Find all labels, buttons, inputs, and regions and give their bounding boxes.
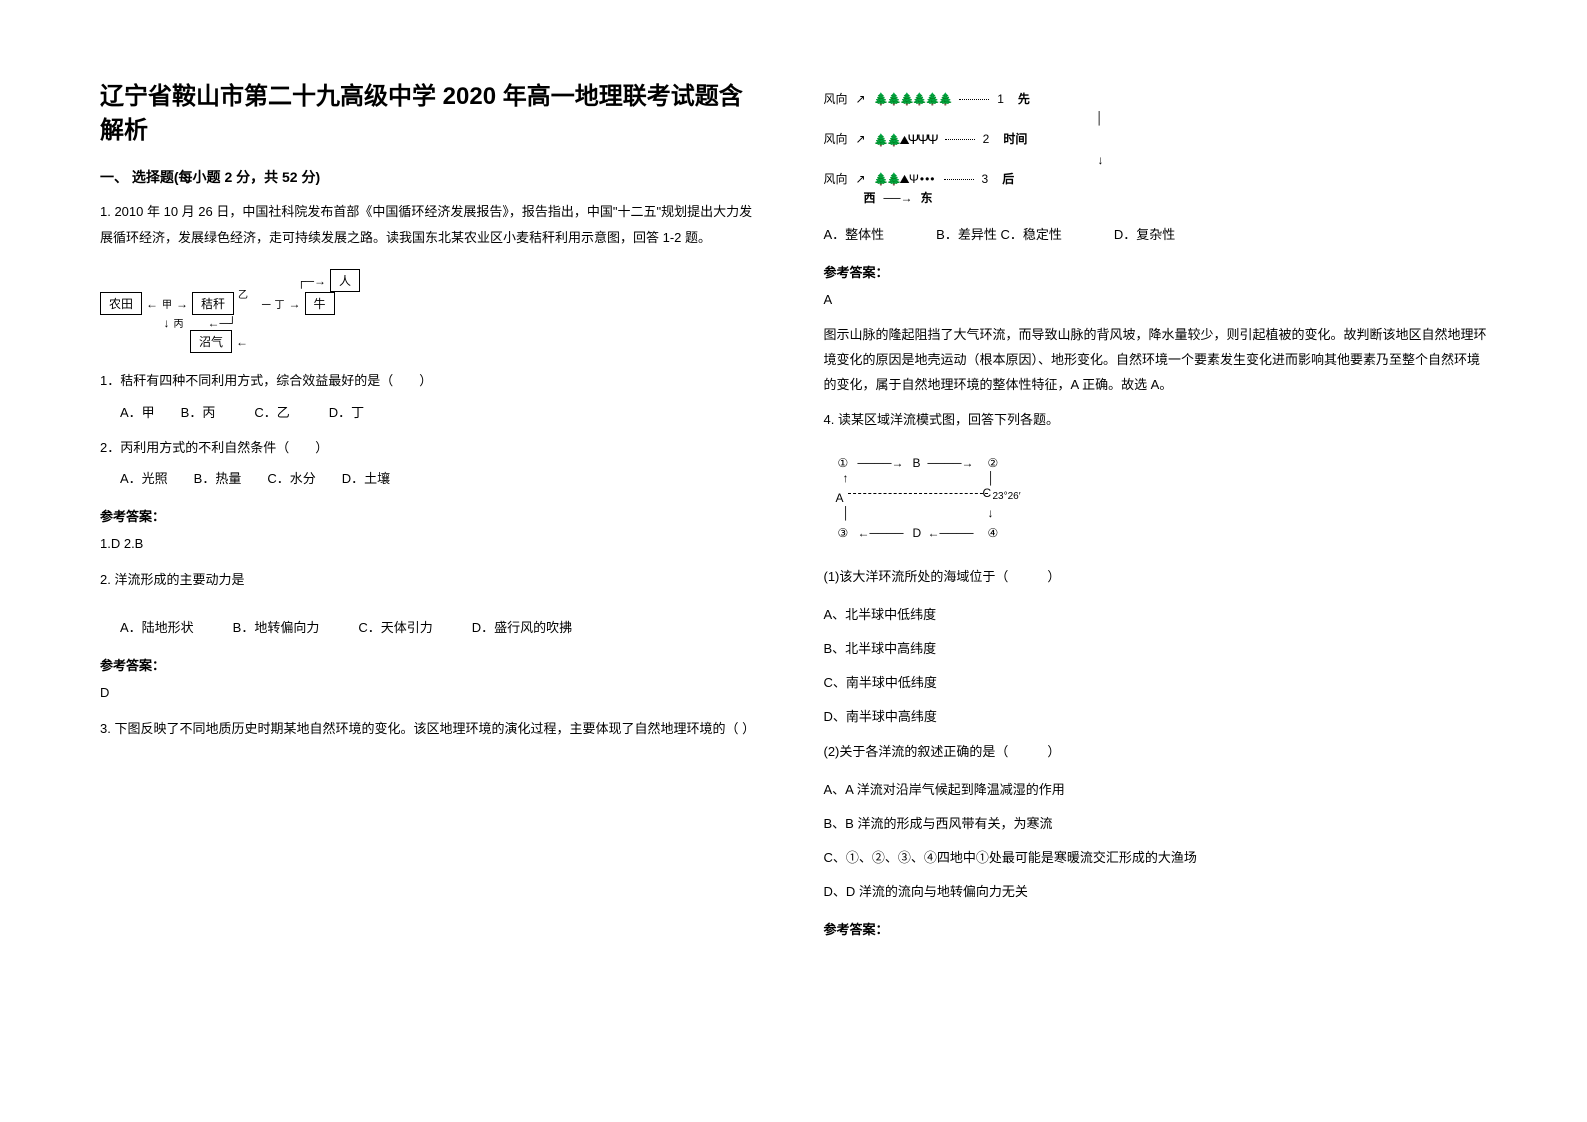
dotted-line xyxy=(945,139,975,140)
arrow-icon: ↓ xyxy=(163,316,169,330)
arrow-icon: ────→ xyxy=(928,455,974,472)
dotted-line xyxy=(944,179,974,180)
arrow-icon: ← xyxy=(146,297,158,311)
q3-text: 3. 下图反映了不同地质历史时期某地自然环境的变化。该区地理环境的演化过程，主要… xyxy=(100,716,764,742)
q2-answer-label: 参考答案： xyxy=(100,655,764,674)
node-straw: 秸秆 xyxy=(192,292,234,315)
arrow-icon: ────→ xyxy=(858,455,904,472)
trees-icon: 🌲🌲⛰ΨΨΨ xyxy=(874,128,937,150)
arrow-icon: ↓ xyxy=(988,505,994,522)
q4-diagram: ① ────→ B ────→ ② ↑ │ A C 23°26′ │ ↓ ③ ←… xyxy=(824,451,1044,549)
latitude-label: 23°26′ xyxy=(993,490,1021,504)
left-column: 辽宁省鞍山市第二十九高级中学 2020 年高一地理联考试题含解析 一、 选择题(… xyxy=(100,80,764,1082)
arrow-icon: ↑ xyxy=(843,470,849,487)
document-title: 辽宁省鞍山市第二十九高级中学 2020 年高一地理联考试题含解析 xyxy=(100,80,764,147)
arrow-icon: ──→ xyxy=(884,189,913,208)
q1-sub1: 1．秸秆有四种不同利用方式，综合效益最好的是（ ） xyxy=(100,367,764,396)
node-cattle: 牛 xyxy=(305,292,335,315)
corner-3: ③ xyxy=(838,525,849,542)
time-label: 后 xyxy=(1002,170,1014,189)
label-jia: 甲 xyxy=(162,296,172,311)
q1-answer: 1.D 2.B xyxy=(100,531,764,557)
label-yi: 乙 xyxy=(238,286,248,301)
q4-sub2-a: A、A 洋流对沿岸气候起到降温减湿的作用 xyxy=(824,777,1488,803)
arrow-icon: → xyxy=(289,297,301,311)
q3-diagram: 风向 ↗ 🌲🌲🌲🌲🌲🌲 1 先 │ 风向 ↗ 🌲🌲⛰ΨΨΨ 2 时间 ↓ 风向 … xyxy=(824,90,1488,208)
q4-sub2-b: B、B 洋流的形成与西风带有关，为寒流 xyxy=(824,811,1488,837)
q3-explanation: 图示山脉的隆起阻挡了大气环流，而导致山脉的背风坡，降水量较少，则引起植被的变化。… xyxy=(824,323,1488,397)
q1-intro: 1. 2010 年 10 月 26 日，中国社科院发布首部《中国循环经济发展报告… xyxy=(100,199,764,251)
time-label: 先 xyxy=(1018,90,1030,109)
arrow-icon: ←──── xyxy=(858,525,904,542)
time-marker: 3 xyxy=(982,170,989,189)
right-column: 风向 ↗ 🌲🌲🌲🌲🌲🌲 1 先 │ 风向 ↗ 🌲🌲⛰ΨΨΨ 2 时间 ↓ 风向 … xyxy=(824,80,1488,1082)
q4-sub1-c: C、南半球中低纬度 xyxy=(824,670,1488,696)
arrow-icon: ←─┘ xyxy=(207,316,236,330)
label-b: B xyxy=(913,455,921,472)
q3-options: A．整体性 B．差异性 C．稳定性 D．复杂性 xyxy=(824,222,1488,248)
wind-label: 风向 xyxy=(824,90,848,109)
q3-answer-letter: A xyxy=(824,287,1488,313)
q2-options: A．陆地形状 B．地转偏向力 C．天体引力 D．盛行风的吹拂 xyxy=(100,615,764,641)
trees-icon: 🌲🌲⛰ Ψ••• xyxy=(874,170,936,189)
arrow-down-icon: │ xyxy=(1096,109,1104,128)
q4-sub1-d: D、南半球中高纬度 xyxy=(824,704,1488,730)
compass-west: 西 xyxy=(864,189,876,208)
arrow-icon: ─ xyxy=(262,297,271,311)
arrow-icon: ↗ xyxy=(856,170,866,189)
q2-answer: D xyxy=(100,680,764,706)
arrow-icon: ┌─→ xyxy=(297,274,326,288)
label-ding: 丁 xyxy=(275,296,285,311)
wind-label: 风向 xyxy=(824,130,848,149)
dashed-line xyxy=(848,493,988,494)
arrow-icon: ↗ xyxy=(856,90,866,109)
q4-sub1-a: A、北半球中低纬度 xyxy=(824,602,1488,628)
q4-sub1-b: B、北半球中高纬度 xyxy=(824,636,1488,662)
q1-diagram: ┌─→ 人 农田 ← 甲 → 秸秆 乙 ─ 丁 → 牛 ↓ 丙 ←─┘ 沼气 ← xyxy=(100,269,764,353)
time-marker: 1 xyxy=(997,90,1004,109)
label-c: C xyxy=(983,485,992,502)
section-heading: 一、 选择题(每小题 2 分，共 52 分) xyxy=(100,167,764,187)
arrow-icon: ↗ xyxy=(856,130,866,149)
q4-sub2-c: C、①、②、③、④四地中①处最可能是寒暖流交汇形成的大渔场 xyxy=(824,845,1488,871)
q1-answer-label: 参考答案： xyxy=(100,506,764,525)
arrow-down-icon: ↓ xyxy=(1098,151,1104,170)
node-biogas: 沼气 xyxy=(190,330,232,353)
wind-label: 风向 xyxy=(824,170,848,189)
q4-text: 4. 读某区域洋流模式图，回答下列各题。 xyxy=(824,407,1488,433)
arrow-icon: │ xyxy=(843,505,851,522)
time-label: 时间 xyxy=(1003,130,1027,149)
q1-sub2: 2．丙利用方式的不利自然条件（ ） xyxy=(100,434,764,463)
q1-sub2-options: A．光照 B．热量 C．水分 D．土壤 xyxy=(100,466,764,492)
q4-sub1: (1)该大洋环流所处的海域位于（ ） xyxy=(824,563,1488,592)
node-farmland: 农田 xyxy=(100,292,142,315)
label-d: D xyxy=(913,525,922,542)
q1-sub1-options: A．甲 B．丙 C．乙 D．丁 xyxy=(100,400,764,426)
q3-answer-label: 参考答案： xyxy=(824,262,1488,281)
arrow-icon: ← xyxy=(236,335,248,349)
corner-4: ④ xyxy=(988,525,999,542)
time-marker: 2 xyxy=(983,130,990,149)
dotted-line xyxy=(959,99,989,100)
label-bing: 丙 xyxy=(173,315,183,330)
q4-answer-label: 参考答案： xyxy=(824,919,1488,938)
node-human: 人 xyxy=(330,269,360,292)
arrow-icon: ←──── xyxy=(928,525,974,542)
q2-text: 2. 洋流形成的主要动力是 xyxy=(100,567,764,593)
arrow-icon: → xyxy=(176,297,188,311)
trees-icon: 🌲🌲🌲🌲🌲🌲 xyxy=(874,90,952,109)
compass-east: 东 xyxy=(921,189,933,208)
q4-sub2-d: D、D 洋流的流向与地转偏向力无关 xyxy=(824,879,1488,905)
q4-sub2: (2)关于各洋流的叙述正确的是（ ） xyxy=(824,738,1488,767)
